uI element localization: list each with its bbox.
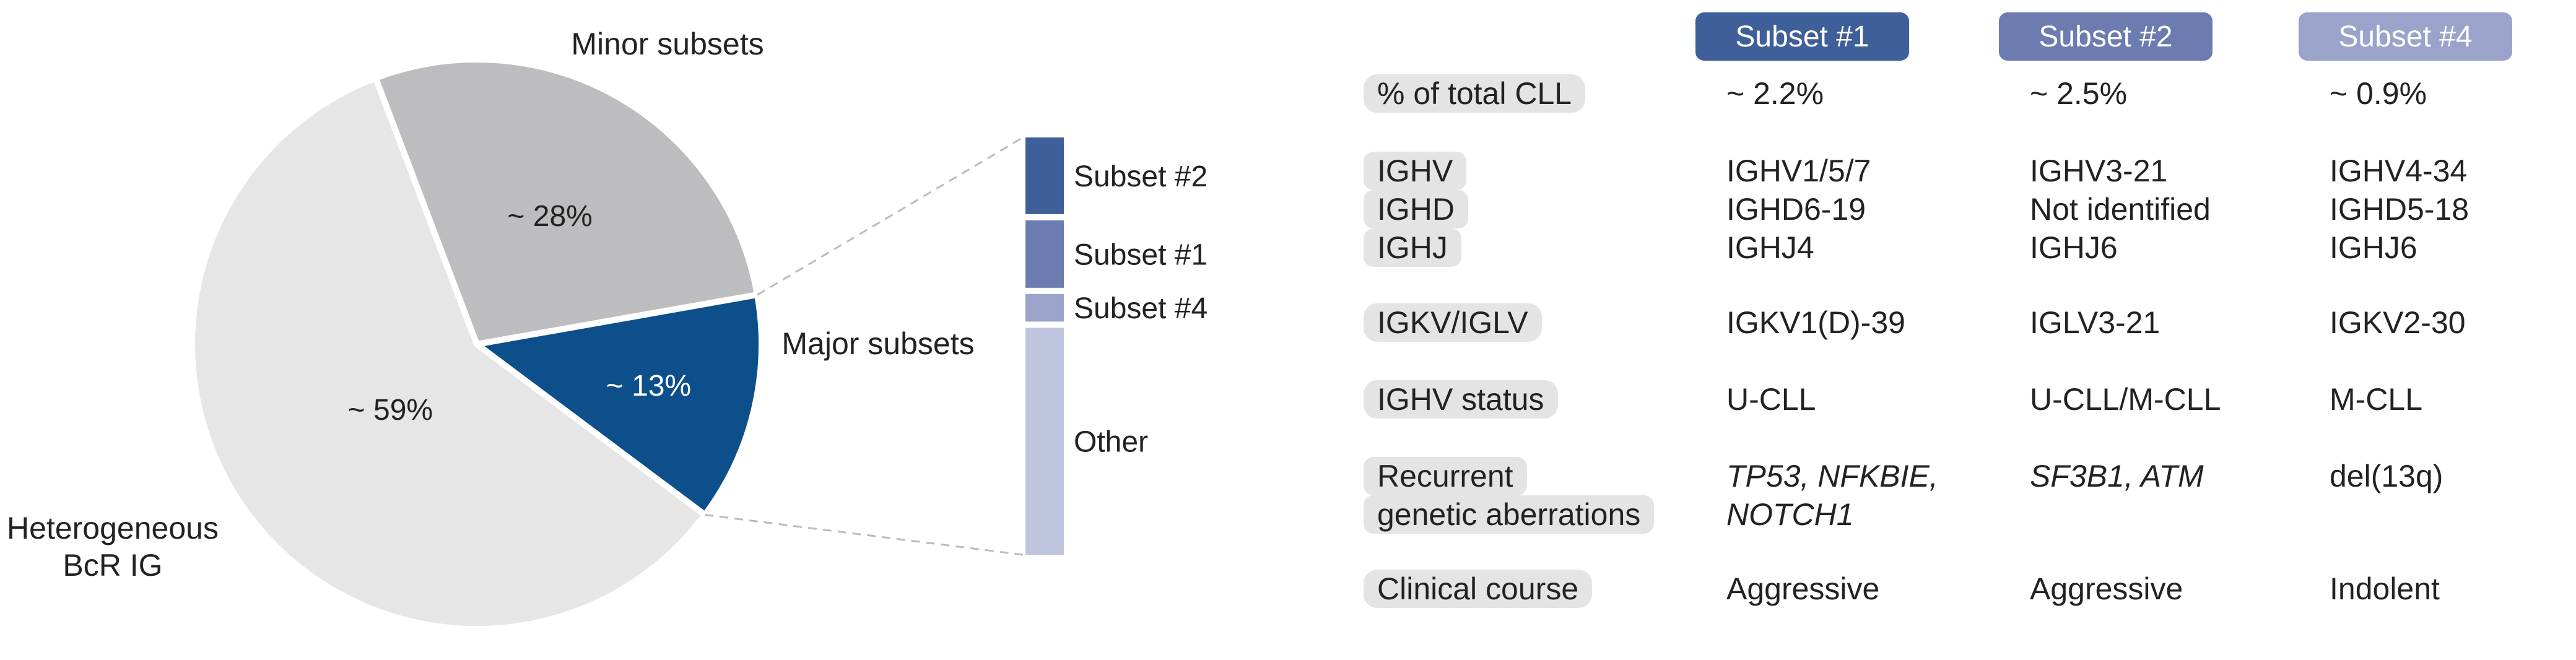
subset-2-label: Subset #2 — [1074, 160, 1208, 193]
slice-label-59: ~ 59% — [348, 394, 433, 427]
subset-1-segment — [1025, 220, 1064, 288]
row-label-1: % of total CLL — [1364, 74, 1586, 113]
breakdown-connector-lines — [705, 136, 1024, 556]
cell-r1-c3: ~ 0.9% — [2330, 76, 2427, 111]
row-label-5-line-1: Recurrent — [1364, 457, 1527, 495]
subset-4-label: Subset #4 — [1074, 292, 1208, 325]
column-header-3: Subset #4 — [2299, 12, 2512, 61]
row-label-2-line-3: IGHJ — [1364, 228, 1461, 267]
connector-line-top — [757, 136, 1024, 296]
subset-2-segment — [1025, 137, 1064, 214]
subset-1-label: Subset #1 — [1074, 238, 1208, 271]
breakdown-stacked-bar: Subset #2 Subset #1 Subset #4 Other — [1025, 137, 1208, 555]
cell-r2-c3: IGHV4-34 IGHD5-18 IGHJ6 — [2330, 154, 2469, 265]
minor-subsets-label: Minor subsets — [571, 27, 764, 61]
row-label-3: IGKV/IGLV — [1364, 303, 1542, 342]
pie-slice-labels: ~ 59% ~ 28% ~ 13% — [348, 200, 691, 427]
heterogeneous-label-line2: BcR IG — [63, 548, 162, 583]
row-label-6: Clinical course — [1364, 570, 1593, 608]
cell-r2-c2: IGHV3-21 Not identified IGHJ6 — [2030, 154, 2211, 265]
row-label-2-line-1: IGHV — [1364, 152, 1467, 190]
cell-r3-c1: IGKV1(D)-39 — [1726, 305, 1905, 340]
subset-comparison-table: Subset #1 Subset #2 Subset #4 % of total CL… — [1356, 0, 2570, 660]
pie-chart — [189, 56, 765, 632]
heterogeneous-slice — [189, 74, 708, 632]
cell-r5-c2: SF3B1, ATM — [2030, 459, 2204, 493]
cell-r2-c1: IGHV1/5/7 IGHD6-19 IGHJ4 — [1726, 154, 1871, 265]
cell-r6-c2: Aggressive — [2030, 571, 2183, 606]
heterogeneous-label-line1: Heterogeneous — [7, 511, 219, 545]
cell-r5-c3: del(13q) — [2330, 459, 2443, 493]
cell-r6-c3: Indolent — [2330, 571, 2440, 606]
column-header-1: Subset #1 — [1695, 12, 1909, 61]
cell-r1-c1: ~ 2.2% — [1726, 76, 1824, 111]
major-subsets-label: Major subsets — [781, 326, 974, 361]
minor-subsets-slice — [372, 56, 761, 347]
subset-4-segment — [1025, 293, 1064, 322]
major-subsets-slice — [474, 292, 765, 518]
connector-line-bottom — [705, 514, 1024, 556]
cell-r4-c3: M-CLL — [2330, 382, 2423, 417]
cell-r3-c3: IGKV2-30 — [2330, 305, 2466, 340]
cell-r5-c1: TP53, NFKBIE, NOTCH1 — [1726, 459, 1938, 532]
other-segment — [1025, 328, 1064, 555]
cell-r4-c2: U-CLL/M-CLL — [2030, 382, 2221, 417]
cell-r4-c1: U-CLL — [1726, 382, 1816, 417]
other-label: Other — [1074, 426, 1148, 459]
slice-label-28: ~ 28% — [507, 200, 592, 233]
row-label-2-line-2: IGHD — [1364, 190, 1468, 228]
row-label-4: IGHV status — [1364, 380, 1558, 419]
cell-r3-c2: IGLV3-21 — [2030, 305, 2160, 340]
cell-r1-c2: ~ 2.5% — [2030, 76, 2128, 111]
row-label-5-line-2: genetic aberrations — [1364, 495, 1655, 534]
column-header-2: Subset #2 — [1999, 12, 2213, 61]
cell-r6-c1: Aggressive — [1726, 571, 1880, 606]
slice-label-13: ~ 13% — [606, 370, 691, 402]
